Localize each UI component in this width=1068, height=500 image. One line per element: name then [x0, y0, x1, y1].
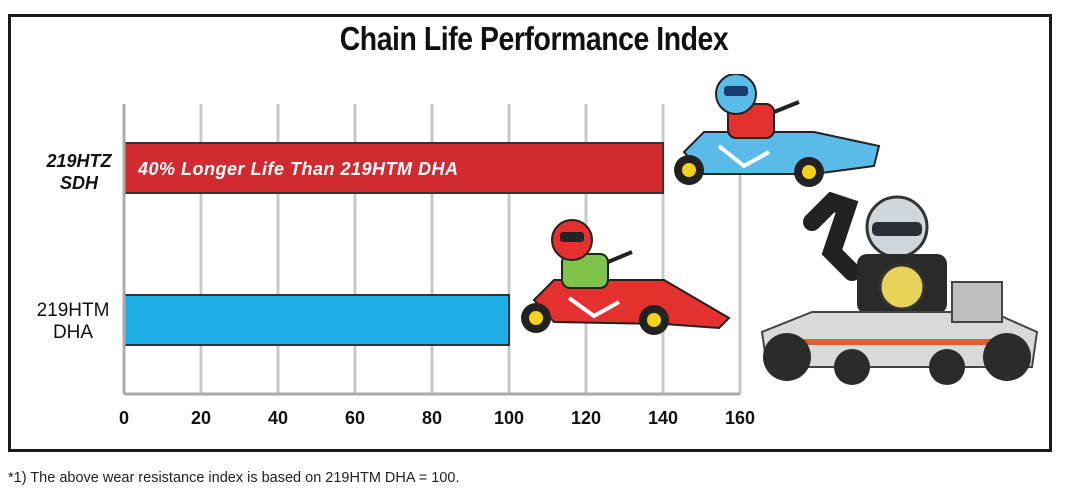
- footnote: *1) The above wear resistance index is b…: [8, 470, 460, 486]
- x-tick-label-100: 100: [494, 408, 524, 428]
- go-kart-red-helmet-icon: [521, 219, 731, 335]
- category-label-219htz-sdh: 219HTZ SDH: [34, 150, 124, 194]
- category-label-line2: SDH: [59, 173, 98, 193]
- category-label-line1: 219HTM: [36, 300, 110, 321]
- bar-annotation: 40% Longer Life Than 219HTM DHA: [137, 159, 459, 179]
- x-tick-label-40: 40: [268, 408, 288, 428]
- x-tick-label-0: 0: [119, 408, 129, 428]
- category-label-line2: DHA: [52, 322, 94, 343]
- x-tick-label-120: 120: [571, 408, 601, 428]
- x-tick-label-80: 80: [422, 408, 442, 428]
- x-tick-label-160: 160: [725, 408, 755, 428]
- category-label-219htm-dha: 219HTM DHA: [28, 300, 118, 344]
- x-tick-labels: 0 20 40 60 80 100 120 140 160: [119, 408, 755, 428]
- bar-219htz-sdh: [123, 142, 664, 194]
- go-kart-blue-helmet-icon: [674, 74, 881, 187]
- bar-219htm-dha: [123, 294, 510, 346]
- chart-title: Chain Life Performance Index: [339, 20, 729, 57]
- x-tick-label-60: 60: [345, 408, 365, 428]
- x-tick-label-20: 20: [191, 408, 211, 428]
- kart-racer-photo: [760, 192, 1039, 385]
- x-tick-label-140: 140: [648, 408, 678, 428]
- category-label-line1: 219HTZ: [46, 151, 112, 171]
